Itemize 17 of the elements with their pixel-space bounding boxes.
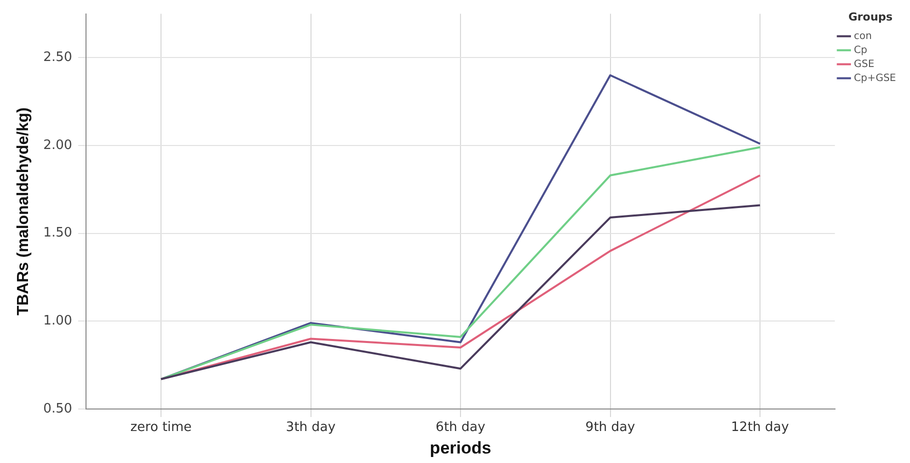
x-tick-label: 9th day	[585, 420, 636, 436]
legend-label: GSE	[854, 58, 874, 70]
y-tick-label: 2.50	[43, 50, 72, 66]
y-axis-title: TBARs (malonaldehyde/kg)	[15, 107, 32, 316]
x-tick-label: 3th day	[286, 420, 336, 436]
legend-label: con	[854, 30, 872, 42]
legend-title: Groups	[848, 10, 894, 24]
legend-label: Cp+GSE	[854, 72, 896, 84]
legend-label: Cp	[854, 44, 868, 56]
x-tick-label: zero time	[130, 420, 192, 436]
x-tick-label: 12th day	[731, 420, 790, 436]
x-axis-title: periods	[430, 438, 492, 458]
y-tick-label: 1.50	[43, 226, 72, 241]
y-tick-label: 0.50	[43, 401, 72, 416]
y-tick-label: 2.00	[43, 138, 72, 153]
x-tick-label: 6th day	[436, 420, 486, 436]
y-tick-label: 1.00	[43, 314, 72, 329]
